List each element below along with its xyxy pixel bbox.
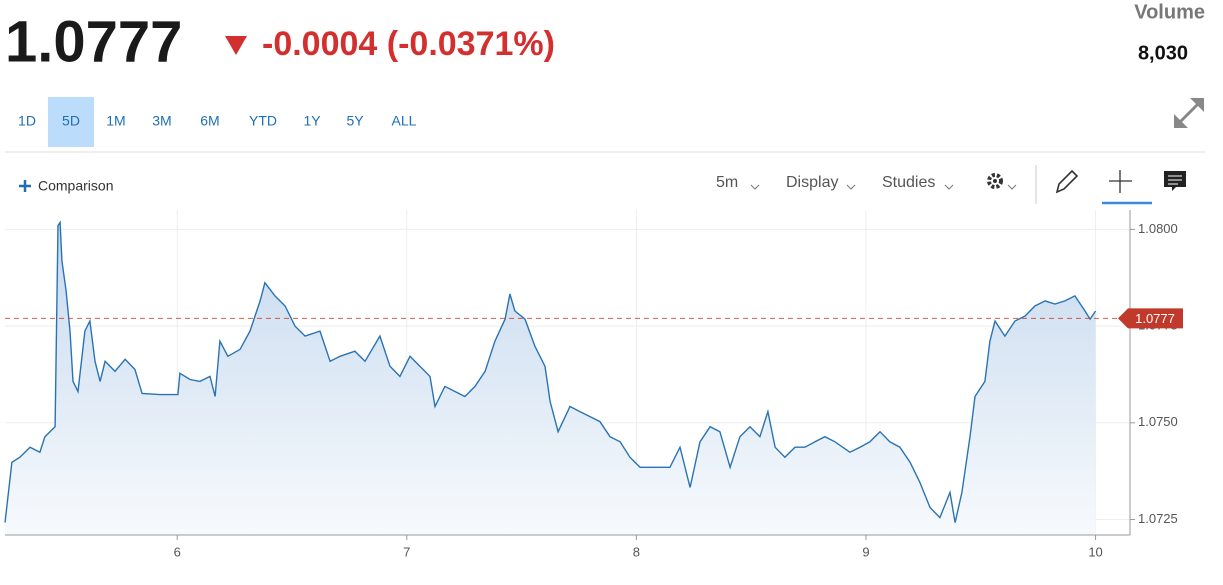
- gear-icon: [987, 173, 1003, 189]
- down-arrow: [225, 36, 247, 55]
- gear-center: [993, 179, 997, 183]
- comment-icon: [1164, 171, 1186, 191]
- y-tick-label: 1.0800: [1138, 221, 1178, 236]
- expand-icon[interactable]: [1174, 98, 1204, 128]
- range-label: YTD: [249, 113, 277, 129]
- chevron: [750, 184, 760, 190]
- range-button[interactable]: 1M: [106, 113, 125, 129]
- range-label: 1M: [106, 113, 125, 129]
- range-button[interactable]: 5D: [48, 97, 94, 147]
- chevron: [846, 184, 856, 190]
- x-tick-label: 6: [174, 544, 181, 559]
- price-line: [4, 220, 1097, 523]
- chevron: [944, 184, 954, 190]
- range-buttons: 1D 5D 1M 3M 6M YTD 1Y 5Y ALL: [18, 97, 417, 147]
- last-price-label: 1.0777: [1135, 311, 1175, 326]
- area-fill: [5, 222, 1096, 535]
- x-tick-label: 7: [403, 544, 410, 559]
- comment-lines: [1168, 175, 1182, 185]
- x-tick-label: 8: [633, 544, 640, 559]
- range-label: ALL: [392, 113, 417, 129]
- range-button[interactable]: 1Y: [303, 113, 321, 129]
- volume-label: Volume: [1134, 1, 1205, 23]
- range-button[interactable]: ALL: [392, 113, 417, 129]
- display-dropdown[interactable]: Display: [786, 174, 856, 191]
- range-button[interactable]: 1D: [18, 113, 36, 129]
- crosshair-button[interactable]: [1102, 170, 1152, 205]
- range-label: 5Y: [346, 113, 364, 129]
- settings-button[interactable]: [987, 173, 1017, 190]
- chevron: [1007, 184, 1017, 190]
- y-tick-label: 1.0725: [1138, 511, 1178, 526]
- studies-label: Studies: [882, 174, 935, 191]
- selected-bg: [48, 97, 94, 147]
- range-button[interactable]: 5Y: [346, 113, 364, 129]
- y-tick-label: 1.0750: [1138, 414, 1178, 429]
- pencil-icon: [1055, 169, 1079, 194]
- last-price-badge: [1118, 308, 1183, 329]
- volume-value: 8,030: [1138, 42, 1188, 64]
- comparison-button[interactable]: Comparison: [19, 178, 113, 194]
- display-label: Display: [786, 174, 838, 191]
- range-button[interactable]: 3M: [152, 113, 171, 129]
- comment-button[interactable]: [1164, 171, 1186, 191]
- range-label: 1Y: [303, 113, 321, 129]
- plus-icon: [19, 180, 31, 192]
- interval-dropdown[interactable]: 5m: [716, 174, 760, 191]
- range-label: 1D: [18, 113, 36, 129]
- comparison-label: Comparison: [38, 178, 113, 194]
- price-change: -0.0004 (-0.0371%): [262, 25, 555, 63]
- range-label: 3M: [152, 113, 171, 129]
- studies-dropdown[interactable]: Studies: [882, 174, 954, 191]
- x-tick-label: 10: [1088, 544, 1102, 559]
- interval-label: 5m: [716, 174, 738, 191]
- range-button[interactable]: 6M: [200, 113, 219, 129]
- range-label: 5D: [62, 113, 80, 129]
- crosshair-icon: [1109, 170, 1132, 193]
- x-tick-label: 9: [862, 544, 869, 559]
- range-label: 6M: [200, 113, 219, 129]
- range-button[interactable]: YTD: [249, 113, 277, 129]
- price: 1.0777: [5, 9, 182, 74]
- draw-button[interactable]: [1055, 169, 1079, 194]
